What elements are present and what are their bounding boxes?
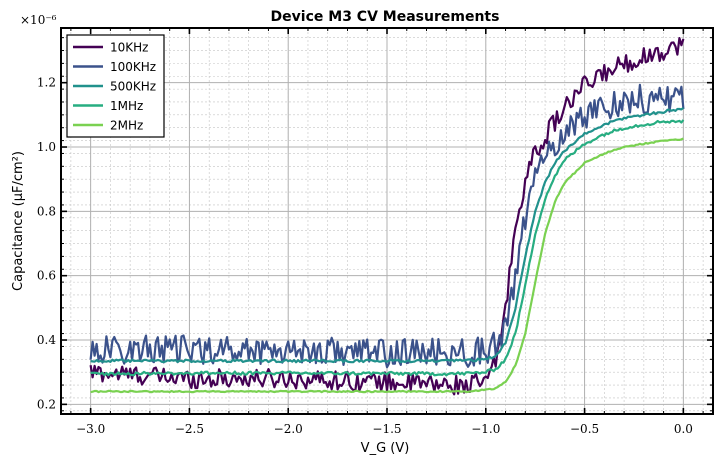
x-tick-label: −1.0 [471,422,500,436]
series-line-500khz [90,107,685,364]
y-tick-labels: 0.2 0.4 0.6 0.8 1.0 1.2 [37,76,56,412]
x-tick-label: −0.5 [570,422,599,436]
x-tick-label: −1.5 [372,422,401,436]
legend: 10KHz 100KHz 500KHz 1MHz 2MHz [66,34,165,138]
legend-label: 2MHz [110,119,143,133]
legend-label: 100KHz [110,60,156,74]
legend-label: 1MHz [110,99,143,113]
series-line-100khz [89,83,685,369]
x-tick-label: −2.5 [175,422,204,436]
legend-box [66,34,165,138]
x-tick-labels: −3.0 −2.5 −2.0 −1.5 −1.0 −0.5 0.0 [76,422,693,436]
axis-ticks [61,28,713,414]
chart-title: Device M3 CV Measurements [271,9,500,25]
x-axis-label: V_G (V) [361,441,410,456]
series-line-2mhz [90,137,684,394]
series-lines [89,36,685,396]
y-axis-label: Capacitance (μF/cm²) [11,151,26,291]
y-multiplier: ×10⁻⁶ [20,13,57,27]
series-line-10khz [89,36,685,396]
series-line-1mhz [90,119,685,377]
x-tick-label: −2.0 [274,422,303,436]
y-tick-label: 0.6 [37,269,56,283]
legend-label: 500KHz [110,80,156,94]
y-tick-label: 1.2 [37,76,56,90]
y-tick-label: 0.4 [37,333,56,347]
x-tick-label: 0.0 [674,422,693,436]
y-tick-label: 0.8 [37,204,56,218]
x-tick-label: −3.0 [76,422,105,436]
y-tick-label: 0.2 [37,397,56,411]
y-tick-label: 1.0 [37,140,56,154]
legend-label: 10KHz [110,41,148,55]
